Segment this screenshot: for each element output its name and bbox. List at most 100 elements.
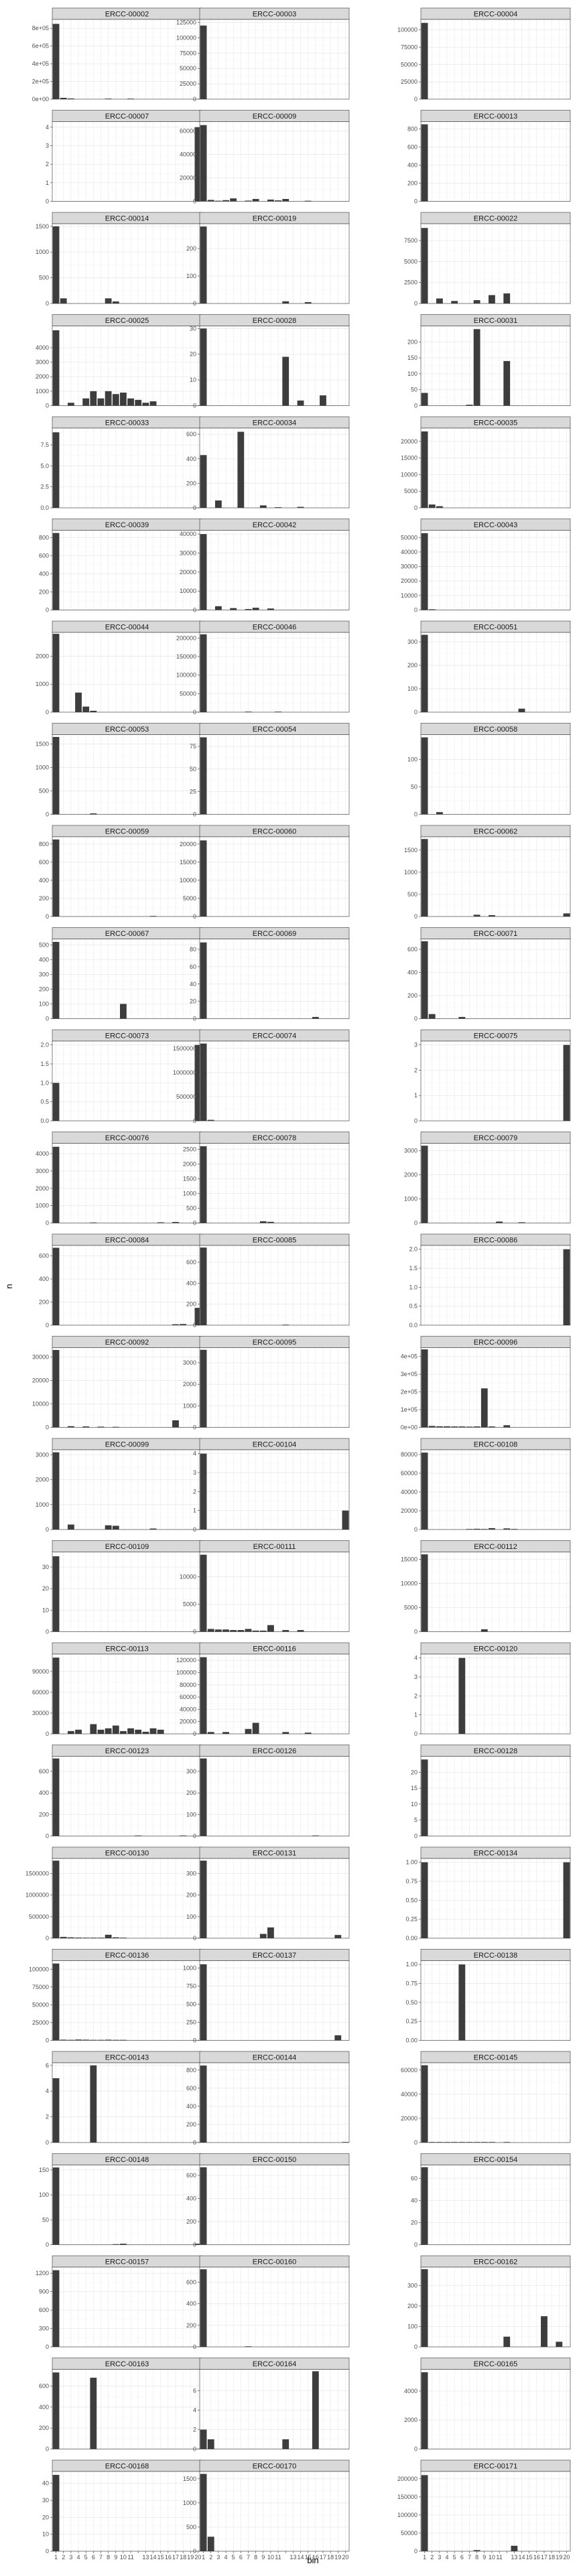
y-tick-label: 3000: [36, 1168, 49, 1174]
y-tick-label: 0: [193, 709, 196, 716]
bar: [252, 1722, 259, 1734]
facet-strip-label: ERCC-00073: [105, 1032, 149, 1040]
y-tick-label: 20000: [401, 578, 417, 584]
y-tick-label: 1000: [183, 2500, 196, 2506]
x-tick-label: 17: [541, 2554, 548, 2561]
y-tick-label: 0: [46, 811, 49, 818]
y-tick-label: 600: [186, 431, 196, 437]
facet-strip-label: ERCC-00144: [253, 2054, 296, 2062]
bar: [304, 1733, 312, 1734]
bar: [172, 1221, 179, 1223]
bar: [207, 200, 214, 202]
y-tick-label: 0: [46, 1731, 49, 1737]
y-tick-label: 0: [193, 811, 196, 818]
bar: [473, 1528, 480, 1530]
facet-strip-label: ERCC-00123: [105, 1747, 149, 1755]
bar: [172, 1420, 179, 1428]
y-axis-title: n: [4, 1284, 14, 1288]
x-tick-label: 9: [114, 2554, 117, 2561]
bar: [473, 2550, 480, 2551]
y-tick-label: 0: [193, 1117, 196, 1124]
panel-background: [421, 1960, 570, 2041]
bar: [105, 391, 112, 406]
bar: [489, 1528, 495, 1530]
bar: [436, 506, 443, 508]
x-tick-label: 14: [298, 2554, 304, 2561]
y-tick-label: 6: [193, 2387, 196, 2394]
y-tick-label: 4: [46, 2088, 49, 2094]
bar: [436, 812, 443, 815]
y-tick-label: 0.75: [405, 1980, 417, 1987]
y-tick-label: 75000: [32, 1984, 49, 1990]
bar: [60, 98, 67, 99]
x-tick-label: 16: [533, 2554, 540, 2561]
bar: [511, 2545, 518, 2551]
panel-background: [52, 1245, 202, 1325]
y-tick-label: 6e+05: [32, 43, 49, 50]
y-tick-label: 15: [411, 1785, 417, 1791]
y-tick-label: 5.0: [40, 462, 49, 469]
panel-border: [420, 1449, 571, 1530]
bar: [436, 298, 443, 303]
facet-strip-label: ERCC-00138: [474, 1952, 517, 1960]
y-tick-label: 0: [414, 607, 417, 614]
y-tick-label: 10: [42, 2531, 49, 2538]
panel-background: [421, 1347, 570, 1428]
x-tick-label: 2: [430, 2554, 434, 2561]
panel-border: [420, 1756, 571, 1836]
y-tick-label: 0.50: [405, 1897, 417, 1903]
bar: [267, 1221, 274, 1223]
y-tick-label: 200: [186, 1892, 196, 1899]
bar: [105, 298, 112, 303]
y-tick-label: 4000: [36, 1150, 49, 1157]
facet-strip-label: ERCC-00162: [474, 2258, 517, 2266]
bar: [90, 1724, 97, 1734]
y-tick-label: 1: [414, 1712, 417, 1718]
bar: [421, 1759, 428, 1836]
panel-border: [420, 19, 571, 100]
panel-background: [421, 734, 570, 815]
bar: [194, 1044, 202, 1121]
y-tick-label: 600: [186, 2085, 196, 2092]
panel-border: [420, 734, 571, 815]
y-tick-label: 0: [193, 2446, 196, 2453]
y-tick-label: 200: [39, 895, 49, 902]
x-tick-label: 7: [468, 2554, 471, 2561]
y-tick-label: 40: [411, 2197, 417, 2204]
y-tick-label: 0: [46, 2446, 49, 2453]
y-tick-label: 30000: [32, 1354, 49, 1361]
facet-strip-label: ERCC-00134: [474, 1850, 517, 1858]
bar: [496, 1221, 503, 1223]
bar: [127, 98, 134, 99]
bar: [503, 2142, 511, 2143]
bar: [90, 2039, 97, 2041]
bar: [503, 2336, 511, 2347]
bar: [421, 1452, 428, 1530]
panel-background: [52, 2471, 202, 2551]
y-tick-label: 20000: [401, 2115, 417, 2122]
facet-strip-label: ERCC-00163: [105, 2360, 149, 2368]
bar: [489, 1426, 495, 1428]
bar: [451, 1426, 458, 1428]
x-tick-label: 1: [202, 2554, 205, 2561]
facet-strip-label: ERCC-00164: [253, 2360, 296, 2368]
x-tick-label: 10: [489, 2554, 495, 2561]
x-tick-label: 6: [239, 2554, 243, 2561]
bar: [259, 1630, 267, 1632]
y-tick-label: 5000: [404, 1604, 417, 1611]
y-tick-label: 1000000: [25, 1892, 49, 1899]
y-tick-label: 4: [193, 2406, 196, 2413]
y-tick-label: 0: [46, 1833, 49, 1840]
y-tick-label: 800: [39, 841, 49, 848]
facet-strip-label: ERCC-00003: [253, 11, 296, 19]
panel-border: [199, 1143, 350, 1223]
facet-strip-label: ERCC-00104: [253, 1441, 296, 1449]
bar: [267, 608, 274, 610]
y-tick-label: 100000: [397, 2512, 417, 2518]
panel-background: [421, 1654, 570, 1734]
y-tick-label: 3: [46, 142, 49, 149]
bar: [222, 1629, 229, 1632]
panel-background: [421, 1450, 570, 1530]
x-tick-label: 3: [216, 2554, 220, 2561]
y-tick-label: 200: [39, 1811, 49, 1818]
